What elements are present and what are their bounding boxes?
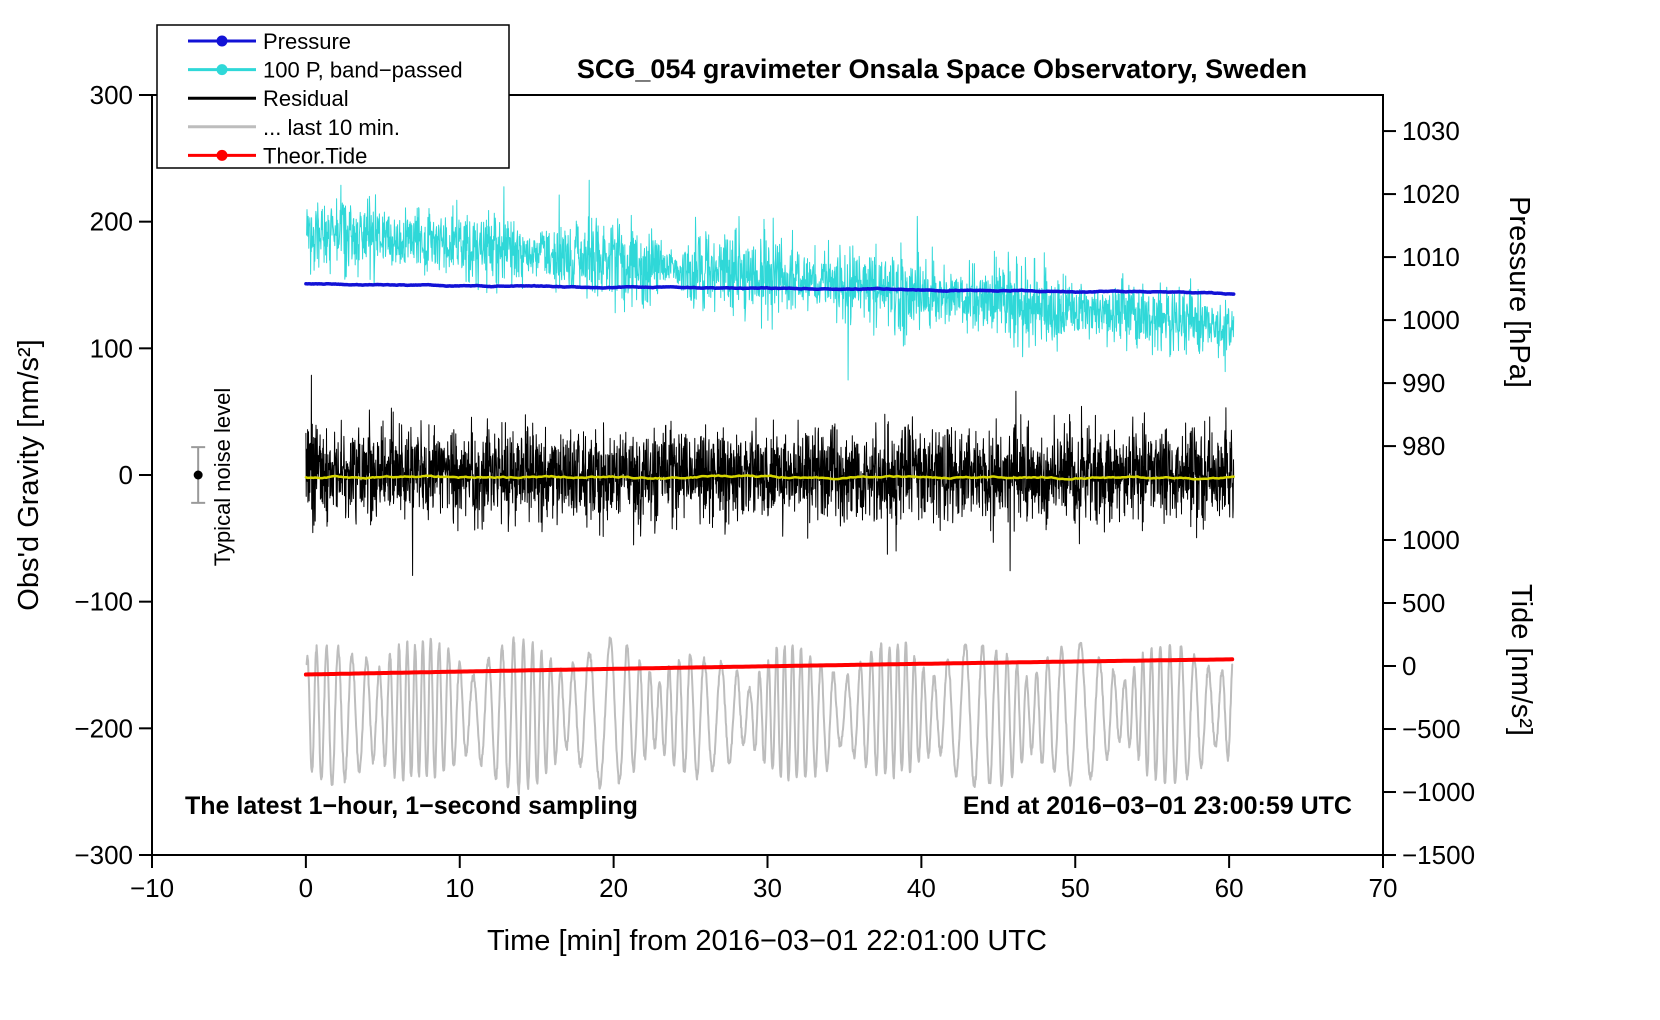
y-axis-title-gravity: Obs'd Gravity [nm/s²] [13,339,45,610]
tide-tick-label: −1500 [1402,840,1475,870]
series-theor-tide [303,657,1235,677]
legend-item-label: Pressure [263,29,351,54]
x-tick-label: 60 [1215,873,1244,903]
pressure-tick-label: 1030 [1402,116,1460,146]
legend-marker-dot [216,64,228,76]
x-tick-label: −10 [130,873,174,903]
pressure-tick-label: 1020 [1402,179,1460,209]
legend-marker-dot [216,149,228,161]
y-axis-title-tide: Tide [nm/s²] [1505,584,1537,736]
noise-marker-layer [191,446,206,504]
y-left-tick-label: 200 [90,207,133,237]
tide-tick-label: 500 [1402,588,1445,618]
pressure-tick-label: 1000 [1402,305,1460,335]
x-tick-label: 0 [299,873,313,903]
x-tick-label: 50 [1061,873,1090,903]
y-left-tick-label: 0 [119,460,133,490]
legend: Pressure 100 P, band−passed Residual ... la… [156,24,510,169]
series-residual-smoothed [304,474,1235,481]
x-tick-label: 70 [1369,873,1398,903]
y-left-tick-label: 100 [90,333,133,363]
series-layer [303,179,1236,795]
y-left-tick-label: −200 [74,713,133,743]
pressure-tick-label: 990 [1402,368,1445,398]
y-left-tick-label: −300 [74,840,133,870]
x-tick-label: 10 [445,873,474,903]
chart-title: SCG_054 gravimeter Onsala Space Observat… [577,54,1307,84]
noise-marker-dot [193,470,203,480]
annotation-end-time: End at 2016−03−01 23:00:59 UTC [963,792,1352,820]
y-left-tick-label: −100 [74,587,133,617]
y-left-tick-label: 300 [90,80,133,110]
legend-item-label: ... last 10 min. [263,115,400,140]
legend-item-label: 100 P, band−passed [263,58,463,83]
pressure-tick-label: 1010 [1402,242,1460,272]
series-pressure [304,281,1236,296]
legend-box [156,24,510,169]
series-residual [305,374,1235,576]
legend-item-label: Theor.Tide [263,143,367,168]
y-axis-title-pressure: Pressure [hPa] [1503,196,1535,388]
tide-tick-label: 0 [1402,651,1416,681]
pressure-tick-label: 980 [1402,431,1445,461]
legend-marker-dot [216,35,228,47]
x-tick-label: 40 [907,873,936,903]
tide-tick-label: 1000 [1402,525,1460,555]
x-tick-label: 20 [599,873,628,903]
noise-level-label: Typical noise level [210,388,235,567]
legend-item-label: Residual [263,86,349,111]
annotation-sampling: The latest 1−hour, 1−second sampling [185,792,638,820]
tide-tick-label: −500 [1402,714,1461,744]
tide-tick-label: −1000 [1402,777,1475,807]
axes-layer: −10 0 10 20 30 40 50 60 703002001000−100−200−300… [74,80,1475,903]
x-axis-title: Time [min] from 2016−03−01 22:01:00 UTC [487,925,1047,957]
series-100-p-band-passed [306,179,1235,381]
x-tick-label: 30 [753,873,782,903]
